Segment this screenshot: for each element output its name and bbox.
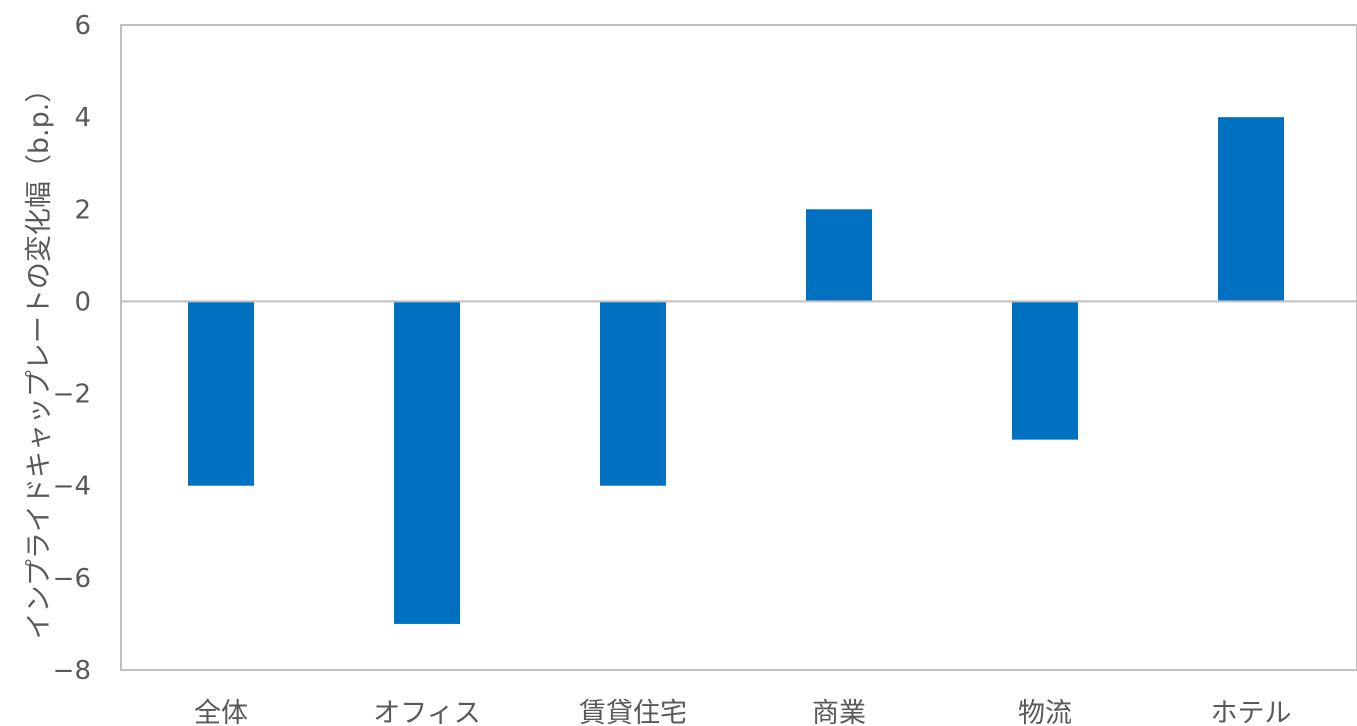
bar bbox=[1218, 117, 1284, 302]
bar bbox=[394, 301, 460, 624]
category-label: 全体 bbox=[194, 698, 248, 726]
category-labels: 全体 オフィス 賃貸住宅 商業 物流 ホテル bbox=[194, 698, 1292, 726]
category-label: 物流 bbox=[1018, 698, 1072, 726]
category-label: 商業 bbox=[812, 698, 866, 726]
category-label: オフィス bbox=[373, 698, 480, 726]
y-tick-labels: 6 4 2 0 −2 −4 −6 −8 bbox=[53, 11, 91, 686]
bar bbox=[188, 301, 254, 486]
bar bbox=[806, 209, 872, 302]
category-label: 賃貸住宅 bbox=[579, 698, 687, 726]
y-tick-label: −6 bbox=[53, 564, 91, 594]
category-label: ホテル bbox=[1211, 698, 1292, 726]
y-tick-label: −4 bbox=[53, 472, 91, 502]
bars-group bbox=[188, 117, 1284, 624]
y-tick-label: −8 bbox=[53, 656, 91, 686]
y-tick-label: 4 bbox=[74, 103, 91, 133]
y-tick-label: −2 bbox=[53, 380, 91, 410]
plot-area-frame bbox=[120, 24, 1357, 671]
bar bbox=[1012, 301, 1078, 440]
y-tick-label: 6 bbox=[74, 11, 91, 41]
y-axis-title: インプライドキャップレートの変化幅（b.p.） bbox=[24, 76, 55, 640]
y-tick-label: 0 bbox=[74, 287, 91, 317]
bar bbox=[600, 301, 666, 486]
y-tick-label: 2 bbox=[74, 195, 91, 225]
